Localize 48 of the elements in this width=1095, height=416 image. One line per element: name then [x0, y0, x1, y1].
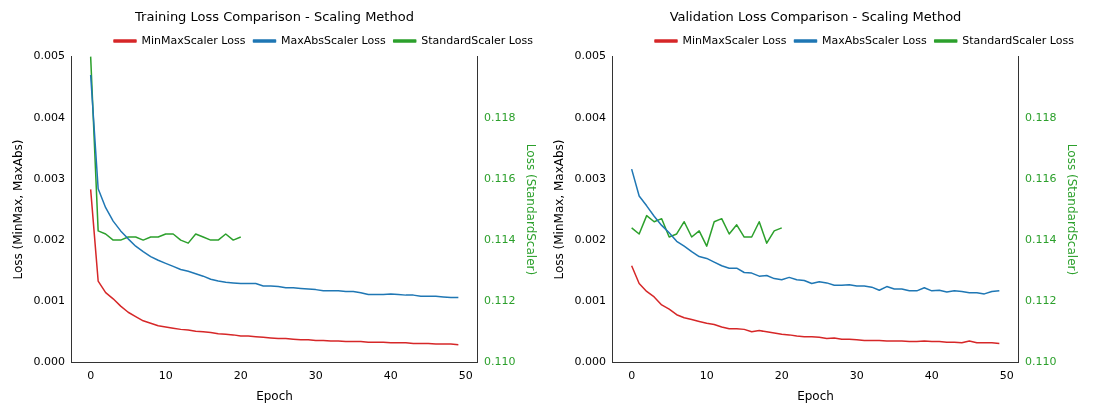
y2-tick-label: 0.112 — [1025, 294, 1057, 308]
y2-tick-label: 0.116 — [1025, 171, 1057, 185]
x-tick-label: 10 — [158, 368, 173, 382]
y2-axis-title: Loss (StandardScaler) — [1064, 143, 1079, 276]
y2-tick-label: 0.114 — [1025, 232, 1057, 246]
x-tick-label: 40 — [924, 368, 939, 382]
y-axis-title: Loss (MinMax, MaxAbs) — [552, 139, 567, 280]
x-axis-title: Epoch — [256, 388, 293, 403]
x-tick-label: 20 — [233, 368, 248, 382]
y-tick-label: 0.003 — [574, 171, 606, 185]
y2-tick-label: 0.114 — [484, 232, 516, 246]
x-tick-label: 50 — [999, 368, 1014, 382]
y-axis-title: Loss (MinMax, MaxAbs) — [11, 139, 26, 280]
y2-tick-label: 0.112 — [484, 294, 516, 308]
y-tick-label: 0.000 — [33, 355, 65, 369]
legend-label: StandardScaler Loss — [421, 33, 534, 47]
chart-title: Validation Loss Comparison - Scaling Method — [669, 9, 962, 25]
x-tick-label: 30 — [308, 368, 323, 382]
x-tick-label: 20 — [774, 368, 789, 382]
y-tick-label: 0.004 — [574, 110, 606, 124]
y-tick-label: 0.002 — [33, 232, 65, 246]
y-tick-label: 0.003 — [33, 171, 65, 185]
legend-label: MinMaxScaler Loss — [141, 33, 246, 47]
x-tick-label: 0 — [87, 368, 95, 382]
x-tick-label: 30 — [849, 368, 864, 382]
legend-label: MaxAbsScaler Loss — [281, 33, 386, 47]
x-tick-label: 40 — [383, 368, 398, 382]
y-tick-label: 0.001 — [33, 294, 65, 308]
y2-tick-label: 0.110 — [484, 355, 516, 369]
y2-tick-label: 0.116 — [484, 171, 516, 185]
x-tick-label: 0 — [628, 368, 636, 382]
x-tick-label: 50 — [458, 368, 473, 382]
y2-axis-title: Loss (StandardScaler) — [523, 143, 538, 276]
y-tick-label: 0.004 — [33, 110, 65, 124]
y2-tick-label: 0.118 — [484, 110, 516, 124]
y-tick-label: 0.005 — [574, 49, 606, 63]
y-tick-label: 0.000 — [574, 355, 606, 369]
legend-label: MinMaxScaler Loss — [682, 33, 787, 47]
legend-label: MaxAbsScaler Loss — [822, 33, 927, 47]
y2-tick-label: 0.118 — [1025, 110, 1057, 124]
y-tick-label: 0.002 — [574, 232, 606, 246]
x-axis-title: Epoch — [797, 388, 834, 403]
legend-label: StandardScaler Loss — [962, 33, 1075, 47]
y2-tick-label: 0.110 — [1025, 355, 1057, 369]
y-tick-label: 0.001 — [574, 294, 606, 308]
x-tick-label: 10 — [699, 368, 714, 382]
chart-title: Training Loss Comparison - Scaling Method — [134, 9, 414, 25]
y-tick-label: 0.005 — [33, 49, 65, 63]
